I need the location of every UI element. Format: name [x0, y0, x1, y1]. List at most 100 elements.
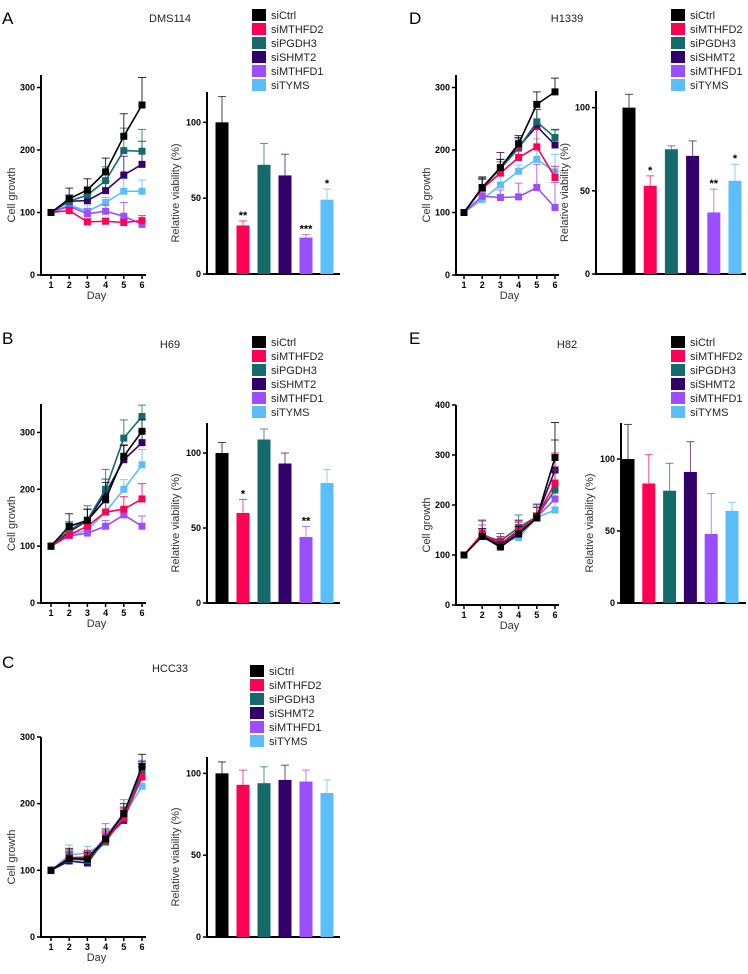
series-line [50, 415, 143, 547]
series-simthfd1 [460, 163, 559, 216]
legend-swatch [671, 9, 685, 21]
bar-sityms [728, 180, 742, 274]
x-tick-label: 3 [498, 280, 503, 290]
significance-label: * [241, 489, 246, 501]
y-axis-label: Cell growth [6, 496, 18, 551]
series-line [50, 766, 143, 872]
panel-b: B H69 siCtrl siMTHFD2 siPGDH3 siSHMT2 siMTHFD1… [2, 329, 340, 630]
x-tick-label: 4 [103, 942, 108, 952]
significance-label: * [325, 178, 330, 190]
data-point [120, 187, 128, 195]
legend-swatch [252, 9, 266, 21]
panel-letter: E [409, 329, 420, 348]
y-tick-label: 50 [580, 186, 590, 196]
x-tick-label: 5 [534, 280, 539, 290]
y-tick-label: 100 [20, 541, 35, 551]
data-point [47, 866, 55, 874]
bar-sityms [320, 483, 334, 603]
data-point [138, 187, 146, 195]
bar-sishmt2 [278, 175, 292, 274]
series-line [50, 776, 143, 871]
data-point [102, 168, 110, 176]
x-tick-label: 1 [48, 942, 53, 952]
data-point [83, 186, 91, 194]
y-tick-label: 100 [186, 768, 201, 778]
panel-letter: D [409, 9, 421, 28]
panel-c: C HCC33 siCtrl siMTHFD2 siPGDH3 siSHMT2 siMTHF… [2, 653, 340, 964]
bar-sityms [320, 199, 334, 274]
legend-label: siMTHFD1 [271, 66, 324, 78]
y-tick-label: 300 [20, 732, 35, 742]
bar-sishmt2 [278, 463, 292, 603]
x-tick-label: 6 [139, 280, 144, 290]
data-point [515, 140, 523, 148]
data-point [120, 212, 128, 220]
series-line [463, 509, 556, 556]
bar-sityms [320, 793, 334, 937]
bar-simthfd1 [704, 533, 718, 603]
series-sictrl [47, 753, 146, 874]
series-simthfd2 [47, 766, 146, 874]
line-chart: 0 100 200 300 1 2 3 4 5 6 Day Cell growth [6, 404, 146, 630]
y-tick-label: 300 [20, 83, 35, 93]
y-tick-label: 100 [435, 550, 450, 560]
y-axis-label: Relative viability (%) [170, 473, 182, 572]
legend-label: siCtrl [271, 337, 296, 349]
legend-label: siTYMS [271, 80, 310, 92]
y-tick-label: 0 [445, 270, 450, 280]
data-point [83, 855, 91, 863]
data-point [102, 207, 110, 215]
legend-swatch [671, 350, 685, 362]
legend-label: siMTHFD2 [690, 351, 743, 363]
data-point [65, 854, 73, 862]
series-line [463, 482, 556, 556]
series-sityms [47, 178, 146, 216]
x-tick-label: 4 [103, 280, 108, 290]
series-line [50, 773, 143, 872]
legend-label: siTYMS [271, 407, 310, 419]
x-tick-label: 1 [48, 280, 53, 290]
significance-label: *** [300, 224, 314, 236]
data-point [120, 434, 128, 442]
legend-label: siPGDH3 [690, 38, 736, 50]
data-point [515, 193, 523, 201]
data-point [551, 174, 559, 181]
y-tick-label: 0 [585, 269, 590, 279]
bar-sityms [725, 510, 739, 603]
x-axis-label: Day [87, 290, 107, 302]
x-tick-label: 1 [461, 610, 466, 620]
x-tick-label: 5 [534, 610, 539, 620]
bar-sipgdh3 [257, 783, 271, 937]
series-line [463, 120, 556, 213]
y-axis-label: Relative viability (%) [170, 143, 182, 242]
series-sictrl [460, 77, 559, 216]
x-tick-label: 3 [85, 280, 90, 290]
legend-label: siMTHFD1 [690, 393, 743, 405]
line-chart: 0 100 200 300 1 2 3 4 5 6 Day Cell growth [6, 75, 146, 302]
y-tick-label: 0 [30, 270, 35, 280]
data-point [102, 217, 110, 225]
data-point [533, 118, 541, 126]
legend-label: siCtrl [271, 10, 296, 22]
panel-title: H1339 [551, 13, 583, 25]
y-tick-label: 100 [575, 103, 590, 113]
data-point [515, 154, 523, 161]
data-point [65, 195, 73, 203]
y-tick-label: 0 [196, 932, 201, 942]
data-point [460, 209, 468, 216]
bar-simthfd2 [236, 784, 250, 937]
data-point [551, 495, 559, 503]
series-line [463, 186, 556, 214]
series-simthfd2 [47, 483, 146, 550]
data-point [496, 164, 504, 171]
bar-sipgdh3 [257, 164, 271, 274]
bar-sictrl [621, 459, 635, 603]
y-tick-label: 50 [191, 850, 201, 860]
legend-swatch [252, 378, 266, 390]
legend: siCtrl siMTHFD2 siPGDH3 siSHMT2 siMTHFD1 siTY… [252, 9, 324, 92]
x-tick-label: 4 [103, 608, 108, 618]
y-tick-label: 300 [435, 83, 450, 93]
x-tick-label: 6 [139, 608, 144, 618]
data-point [102, 496, 110, 504]
